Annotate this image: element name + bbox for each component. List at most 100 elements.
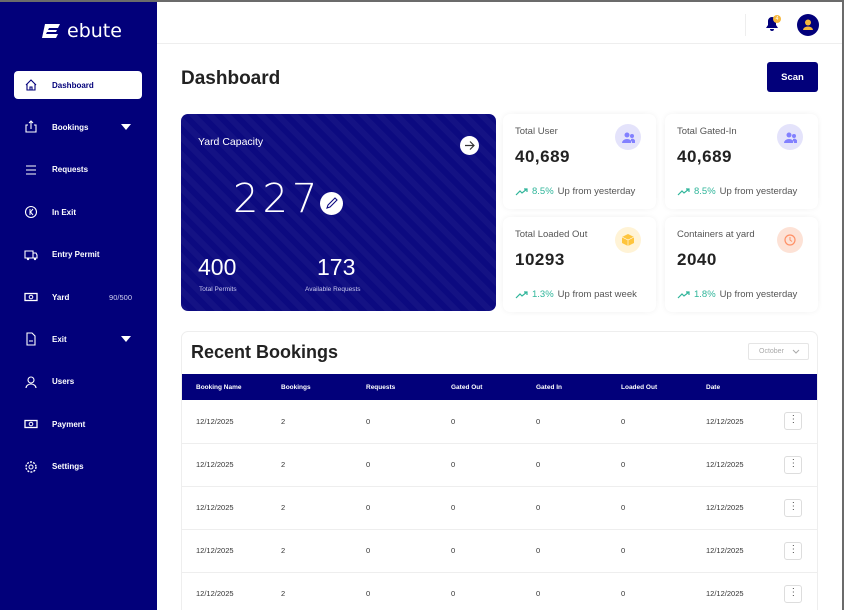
stat-card-total-loaded-out: Total Loaded Out 10293 1.3% Up from past … (503, 217, 656, 312)
table-cell: 0 (522, 400, 607, 444)
column-header: Date (692, 374, 771, 400)
divider (745, 14, 746, 36)
table-cell: 12/12/2025 (692, 443, 771, 487)
total-permits-label: Total Permits (199, 286, 237, 293)
row-actions-cell: ⋮ (770, 572, 817, 610)
table-cell: 12/12/2025 (182, 486, 267, 530)
sidebar-item-label: Bookings (52, 122, 89, 132)
table-cell: 0 (352, 443, 437, 487)
table-cell: 0 (522, 572, 607, 610)
month-value: October (759, 348, 784, 355)
column-header: Loaded Out (607, 374, 692, 400)
table-cell: 0 (352, 486, 437, 530)
arrow-right-button[interactable] (460, 136, 479, 155)
stat-icon-badge (615, 124, 641, 150)
table-cell: 0 (607, 486, 692, 530)
stat-trend: 1.3% Up from past week (515, 289, 637, 300)
available-requests-label: Available Requests (305, 286, 361, 293)
row-actions-cell: ⋮ (770, 443, 817, 487)
truck-icon (24, 250, 38, 260)
month-select[interactable]: October (748, 343, 809, 360)
more-options-button[interactable]: ⋮ (784, 412, 803, 431)
trend-text: Up from yesterday (719, 289, 798, 300)
trend-percent: 1.3% (532, 289, 554, 300)
table-cell: 0 (437, 529, 522, 573)
sidebar-item-dashboard[interactable]: Dashboard (14, 71, 142, 99)
table-cell: 0 (437, 400, 522, 444)
recent-bookings-panel: Recent Bookings October Booking Name Book… (181, 331, 818, 610)
caret-down-icon[interactable] (121, 124, 131, 131)
sidebar-item-exit[interactable]: Exit (14, 325, 142, 353)
sidebar-item-payment[interactable]: Payment (14, 410, 142, 438)
avatar[interactable] (797, 14, 819, 36)
yard-value: 227 (233, 176, 322, 222)
sidebar-item-yard[interactable]: Yard 90/500 (14, 283, 142, 311)
users-icon (622, 132, 635, 143)
yard-count: 90/500 (109, 292, 132, 302)
stat-icon-badge (777, 227, 803, 253)
logo[interactable]: ebute (42, 20, 122, 42)
file-icon (26, 332, 36, 346)
stat-title: Total Gated-In (677, 126, 737, 137)
table-cell: 2 (267, 529, 352, 573)
table-cell: 12/12/2025 (182, 572, 267, 610)
more-options-button[interactable]: ⋮ (784, 584, 803, 603)
cash-icon (24, 292, 38, 302)
row-actions-cell: ⋮ (770, 400, 817, 444)
sidebar-item-bookings[interactable]: Bookings (14, 113, 142, 141)
table-row: 12/12/2025 2 0 0 0 0 12/12/2025 ⋮ (182, 486, 817, 530)
table-cell: 2 (267, 486, 352, 530)
table-cell: 0 (437, 443, 522, 487)
table-cell: 0 (607, 529, 692, 573)
kebab-icon: ⋮ (788, 543, 799, 555)
table-cell: 0 (522, 529, 607, 573)
more-options-button[interactable]: ⋮ (784, 455, 803, 474)
table-row: 12/12/2025 2 0 0 0 0 12/12/2025 ⋮ (182, 529, 817, 573)
pencil-icon (326, 197, 338, 209)
kebab-icon: ⋮ (788, 414, 799, 426)
table-cell: 12/12/2025 (182, 443, 267, 487)
table-cell: 12/12/2025 (692, 529, 771, 573)
user-avatar-icon (803, 19, 813, 30)
sidebar-item-in-exit[interactable]: In Exit (14, 198, 142, 226)
stat-card-total-gated-in: Total Gated-In 40,689 8.5% Up from yester… (665, 114, 818, 209)
logo-text: ebute (67, 20, 122, 42)
table-cell: 12/12/2025 (692, 486, 771, 530)
sidebar-item-label: Settings (52, 462, 84, 472)
total-permits-value: 400 (198, 254, 237, 280)
table-cell: 12/12/2025 (182, 400, 267, 444)
trend-text: Up from yesterday (557, 186, 636, 197)
table-cell: 0 (437, 572, 522, 610)
table-cell: 2 (267, 572, 352, 610)
stat-card-containers-at-yard: Containers at yard 2040 1.8% Up from yest… (665, 217, 818, 312)
more-options-button[interactable]: ⋮ (784, 541, 803, 560)
table-cell: 12/12/2025 (692, 572, 771, 610)
sidebar-item-entry-permit[interactable]: Entry Permit (14, 241, 142, 269)
sidebar-item-settings[interactable]: Settings (14, 453, 142, 481)
sidebar: ebute Dashboard Bookings Requests In Exit En… (0, 2, 157, 610)
logo-icon (42, 24, 60, 38)
edit-button[interactable] (320, 192, 343, 215)
scan-button[interactable]: Scan (767, 62, 818, 92)
caret-down-icon[interactable] (121, 336, 131, 343)
sidebar-item-label: Entry Permit (52, 250, 100, 260)
trend-percent: 8.5% (532, 186, 554, 197)
table-cell: 0 (352, 400, 437, 444)
stat-value: 2040 (677, 250, 717, 269)
trend-percent: 8.5% (694, 186, 716, 197)
kebab-icon: ⋮ (788, 457, 799, 469)
table-cell: 0 (352, 572, 437, 610)
user-icon (25, 376, 37, 388)
table-cell: 12/12/2025 (692, 400, 771, 444)
sidebar-item-requests[interactable]: Requests (14, 156, 142, 184)
chevron-down-icon (792, 349, 800, 354)
stat-icon-badge (777, 124, 803, 150)
sidebar-item-label: Exit (52, 334, 67, 344)
stat-title: Containers at yard (677, 229, 755, 240)
row-actions-cell: ⋮ (770, 529, 817, 573)
available-requests-value: 173 (317, 254, 356, 280)
table-row: 12/12/2025 2 0 0 0 0 12/12/2025 ⋮ (182, 443, 817, 487)
more-options-button[interactable]: ⋮ (784, 498, 803, 517)
sidebar-item-users[interactable]: Users (14, 368, 142, 396)
